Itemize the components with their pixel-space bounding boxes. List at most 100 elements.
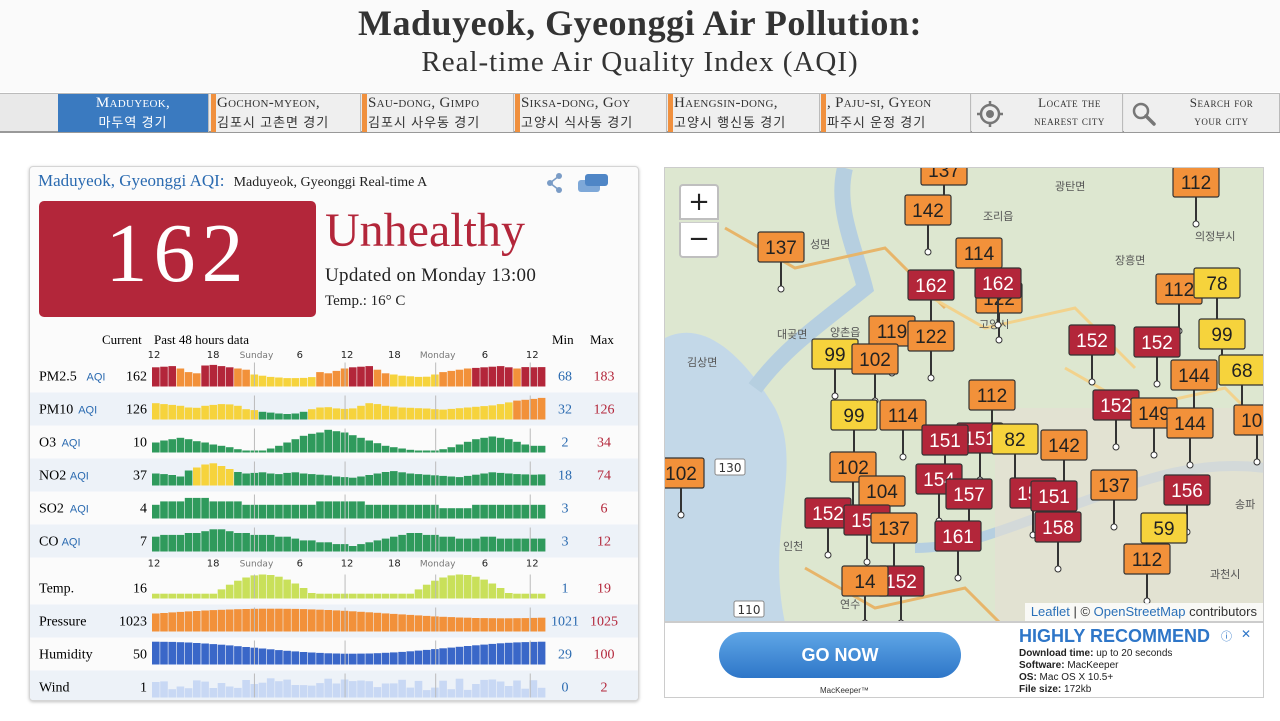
sparkline-bar	[414, 615, 423, 632]
row-unit: AQI	[87, 372, 106, 384]
sparkline-bar	[160, 641, 168, 665]
marker-value: 142	[1048, 436, 1080, 457]
map-aqi-marker[interactable]: 102	[851, 343, 899, 405]
sparkline-bar	[168, 404, 176, 420]
sparkline-bar	[513, 400, 521, 420]
map-place-label: 과천시	[1210, 567, 1240, 581]
map-aqi-marker[interactable]: 102	[829, 451, 877, 513]
sparkline-bar	[529, 617, 538, 632]
sparkline-bar	[299, 411, 308, 420]
ad-close-icon[interactable]: ✕	[1241, 627, 1252, 641]
max-header: Max	[590, 332, 614, 347]
sparkline-bar	[193, 467, 201, 486]
sparkline-bar	[152, 536, 160, 552]
ad-headline[interactable]: HIGHLY RECOMMEND	[1019, 626, 1211, 646]
map-aqi-marker[interactable]: 142	[904, 194, 952, 256]
sparkline-bar	[160, 593, 168, 599]
tab-haengsin-dong[interactable]: Haengsin-dong, 고양시 행신동 경기	[668, 94, 820, 132]
marker-box	[1040, 429, 1088, 461]
map-aqi-marker[interactable]: 99	[811, 338, 859, 400]
sparkline-bar	[398, 651, 406, 665]
sparkline-bar	[505, 473, 513, 486]
map-aqi-marker[interactable]: 112	[1172, 168, 1220, 228]
sparkline-bar	[447, 508, 456, 519]
sparkline-bar	[217, 529, 226, 552]
sparkline-bar	[480, 618, 488, 632]
map-aqi-marker[interactable]: 122	[907, 320, 955, 382]
tab-sau-dong[interactable]: Sau-dong, Gimpo 김포시 사우동 경기	[362, 94, 514, 132]
sparkline-bar	[299, 504, 308, 519]
tab-siksa-dong[interactable]: Siksa-dong, Goy 고양시 식사동 경기	[515, 94, 667, 132]
map-aqi-marker[interactable]: 144	[1170, 359, 1218, 421]
sparkline-bar	[447, 447, 456, 453]
panel-heading: Maduyeok, Gyeonggi AQI: Maduyeok, Gyeong…	[38, 171, 518, 191]
marker-dot	[863, 558, 871, 566]
tab-gochon-myeon[interactable]: Gochon-myeon, 김포시 고촌면 경기	[211, 94, 361, 132]
map-aqi-marker[interactable]: 109	[1233, 404, 1264, 466]
sparkline-bar	[266, 678, 275, 698]
map-aqi-marker[interactable]: 152	[804, 497, 852, 559]
map-aqi-marker[interactable]: 68	[1218, 354, 1264, 416]
time-tick: Monday	[420, 560, 456, 570]
map-aqi-marker[interactable]: 114	[955, 237, 1003, 299]
sparkline-bar	[537, 687, 546, 698]
leaflet-link[interactable]: Leaflet	[1030, 604, 1070, 619]
marker-box	[1172, 168, 1220, 198]
map-aqi-marker[interactable]: 137	[757, 231, 805, 293]
map-aqi-marker[interactable]: 112	[1155, 273, 1203, 335]
aqi-map[interactable]: 광탄면조리읍의정부시장흥면성면대곶면양촌읍김상면인천연수과천시고양시송파공단13…	[664, 167, 1264, 622]
map-aqi-marker[interactable]: 102	[665, 457, 705, 519]
osm-link[interactable]: OpenStreetMap	[1093, 604, 1186, 619]
map-aqi-marker[interactable]: 144	[1166, 407, 1214, 469]
map-aqi-marker[interactable]: 151	[921, 424, 969, 486]
map-aqi-marker[interactable]: 162	[974, 267, 1022, 329]
map-aqi-marker[interactable]: 152	[1068, 324, 1116, 386]
map-aqi-marker[interactable]: 158	[1034, 511, 1082, 573]
map-aqi-marker[interactable]: 161	[934, 520, 982, 582]
tab-maduyeok[interactable]: Maduyeok, 마두역 경기	[58, 94, 209, 132]
search-city-button[interactable]: Search for your city	[1124, 94, 1280, 132]
ad-go-now-button[interactable]: GO NOW	[719, 632, 961, 678]
zoom-out-button[interactable]: −	[679, 222, 719, 258]
sparkline-bar	[496, 681, 505, 698]
map-aqi-marker[interactable]: 157	[945, 478, 993, 540]
map-aqi-marker[interactable]: 162	[907, 269, 955, 331]
sparkline-bar	[184, 533, 193, 552]
sparkline-bar	[225, 609, 234, 632]
map-aqi-marker[interactable]: 137	[1090, 469, 1138, 531]
sparkline-bar	[488, 679, 497, 698]
sparkline-bar	[176, 405, 185, 420]
ad-info-icon[interactable]: ⓘ	[1221, 630, 1232, 643]
map-aqi-marker[interactable]: 112	[968, 379, 1016, 441]
sparkline-bar	[422, 474, 431, 486]
map-aqi-marker[interactable]: 152	[877, 565, 925, 622]
marker-value: 99	[843, 406, 864, 427]
sparkline-bar	[176, 642, 185, 665]
sparkline-bar	[349, 477, 357, 486]
map-aqi-marker[interactable]: 152	[1133, 326, 1181, 388]
compare-icon[interactable]	[576, 171, 610, 195]
share-icon[interactable]	[544, 172, 566, 194]
map-aqi-marker[interactable]: 99	[830, 399, 878, 461]
map-aqi-marker[interactable]: 99	[1198, 318, 1246, 380]
time-tick: 18	[388, 350, 401, 361]
sparkline-bar	[176, 476, 185, 486]
marker-box	[1166, 407, 1214, 439]
sparkline-bar	[299, 652, 308, 665]
map-aqi-marker[interactable]: 152	[1092, 389, 1140, 451]
map-aqi-marker[interactable]: 14	[841, 565, 889, 622]
map-aqi-marker[interactable]: 82	[991, 423, 1039, 485]
map-canvas[interactable]: 광탄면조리읍의정부시장흥면성면대곶면양촌읍김상면인천연수과천시고양시송파공단13…	[665, 168, 1264, 622]
sparkline-bar	[299, 685, 308, 698]
locate-nearest-button[interactable]: Locate the nearest city	[972, 94, 1123, 132]
map-aqi-marker[interactable]: 114	[879, 399, 927, 461]
panel-city-link[interactable]: Maduyeok, Gyeonggi AQI:	[38, 171, 225, 190]
sparkline-bar	[431, 409, 439, 420]
zoom-in-button[interactable]: +	[679, 184, 719, 220]
tab-paju-si[interactable]: , Paju-si, Gyeon 파주시 운정 경기	[821, 94, 971, 132]
map-aqi-marker[interactable]: 112	[1123, 543, 1171, 605]
map-aqi-marker[interactable]: 149	[1130, 397, 1178, 459]
sparkline-bar	[299, 540, 308, 552]
map-aqi-marker[interactable]: 142	[1040, 429, 1088, 491]
marker-box	[1068, 324, 1116, 356]
